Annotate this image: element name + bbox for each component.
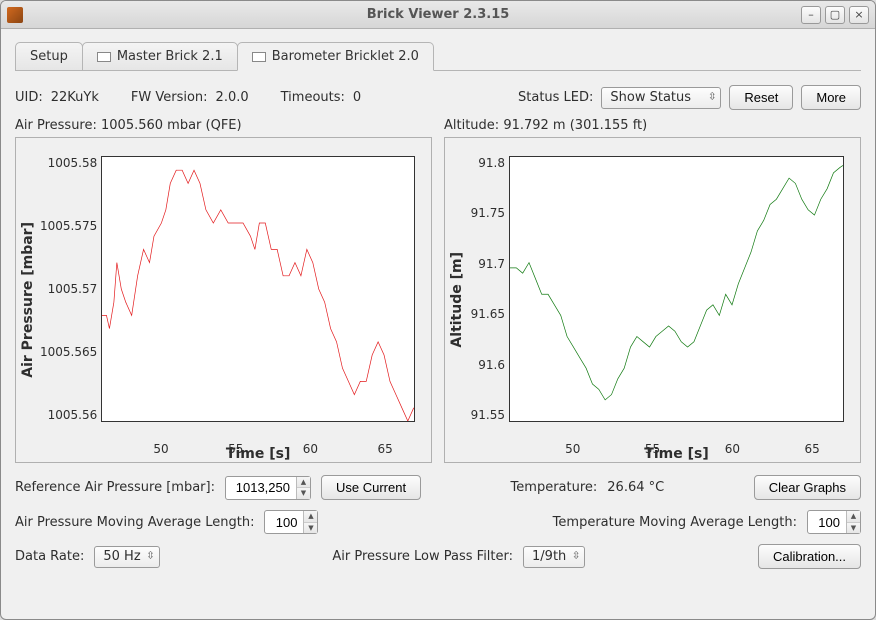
status-led-select[interactable]: Show Status (601, 87, 721, 109)
calibration-button[interactable]: Calibration... (758, 544, 861, 569)
uid-label: UID: (15, 90, 43, 105)
maximize-button[interactable]: ▢ (825, 6, 845, 24)
ap-mavg-label: Air Pressure Moving Average Length: (15, 515, 254, 530)
tab-barometer-bricklet[interactable]: Barometer Bricklet 2.0 (237, 42, 434, 71)
data-rate-value: 50 Hz (103, 549, 140, 564)
spin-down-icon[interactable]: ▼ (304, 523, 317, 534)
altitude-chart-title: Altitude: 91.792 m (301.155 ft) (444, 118, 861, 133)
ref-pressure-spinner[interactable]: ▲▼ (225, 476, 311, 500)
temp-mavg-label: Temperature Moving Average Length: (553, 515, 797, 530)
temp-mavg-input[interactable] (808, 511, 846, 533)
pressure-plot: Air Pressure [mbar] 1005.581005.5751005.… (15, 137, 432, 463)
lowpass-select[interactable]: 1/9th (523, 546, 585, 568)
ref-pressure-label: Reference Air Pressure [mbar]: (15, 480, 215, 495)
close-button[interactable]: × (849, 6, 869, 24)
spin-down-icon[interactable]: ▼ (847, 523, 860, 534)
uid-value: 22KuYk (51, 90, 99, 105)
tab-label: Setup (30, 49, 68, 64)
ap-mavg-input[interactable] (265, 511, 303, 533)
ap-mavg-spinner[interactable]: ▲▼ (264, 510, 318, 534)
ref-pressure-input[interactable] (226, 477, 296, 499)
pressure-line (102, 157, 414, 421)
app-icon (7, 7, 23, 23)
minimize-button[interactable]: – (801, 6, 821, 24)
data-rate-select[interactable]: 50 Hz (94, 546, 159, 568)
spin-up-icon[interactable]: ▲ (304, 511, 317, 523)
temperature-label: Temperature: (511, 480, 598, 495)
timeouts-label: Timeouts: (281, 90, 345, 105)
more-button[interactable]: More (801, 85, 861, 110)
altitude-yaxis: 91.891.7591.791.6591.691.55 (469, 138, 509, 462)
pressure-canvas (101, 156, 415, 422)
status-led-label: Status LED: (518, 90, 593, 105)
altitude-chart-panel: Altitude: 91.792 m (301.155 ft) Altitude… (444, 118, 861, 463)
temp-mavg-spinner[interactable]: ▲▼ (807, 510, 861, 534)
lowpass-label: Air Pressure Low Pass Filter: (332, 549, 513, 564)
app-window: Brick Viewer 2.3.15 – ▢ × Setup Master B… (0, 0, 876, 620)
altitude-plot: Altitude [m] 91.891.7591.791.6591.691.55… (444, 137, 861, 463)
fw-version-label: FW Version: (131, 90, 208, 105)
status-led-value: Show Status (610, 90, 691, 105)
tab-master-brick[interactable]: Master Brick 2.1 (82, 42, 238, 71)
data-rate-label: Data Rate: (15, 549, 84, 564)
timeouts-value: 0 (353, 90, 361, 105)
window-title: Brick Viewer 2.3.15 (1, 7, 875, 22)
altitude-xlabel: Time [s] (509, 446, 844, 462)
tab-bar: Setup Master Brick 2.1 Barometer Brickle… (15, 39, 861, 71)
spin-down-icon[interactable]: ▼ (297, 488, 310, 499)
temperature-value: 26.64 °C (607, 480, 664, 495)
lowpass-value: 1/9th (532, 549, 566, 564)
titlebar: Brick Viewer 2.3.15 – ▢ × (1, 1, 875, 29)
reset-button[interactable]: Reset (729, 85, 793, 110)
pressure-xlabel: Time [s] (101, 446, 415, 462)
fw-version-value: 2.0.0 (216, 90, 249, 105)
altitude-ylabel: Altitude [m] (445, 252, 469, 348)
bricklet-icon (252, 52, 266, 62)
altitude-canvas (509, 156, 844, 422)
brick-icon (97, 52, 111, 62)
tab-setup[interactable]: Setup (15, 42, 83, 71)
altitude-line (510, 157, 843, 421)
pressure-yaxis: 1005.581005.5751005.571005.5651005.56 (40, 138, 101, 462)
tab-label: Barometer Bricklet 2.0 (272, 49, 419, 64)
clear-graphs-button[interactable]: Clear Graphs (754, 475, 861, 500)
tab-label: Master Brick 2.1 (117, 49, 223, 64)
spin-up-icon[interactable]: ▲ (297, 477, 310, 489)
use-current-button[interactable]: Use Current (321, 475, 421, 500)
pressure-chart-title: Air Pressure: 1005.560 mbar (QFE) (15, 118, 432, 133)
pressure-ylabel: Air Pressure [mbar] (16, 222, 40, 378)
pressure-chart-panel: Air Pressure: 1005.560 mbar (QFE) Air Pr… (15, 118, 432, 463)
spin-up-icon[interactable]: ▲ (847, 511, 860, 523)
